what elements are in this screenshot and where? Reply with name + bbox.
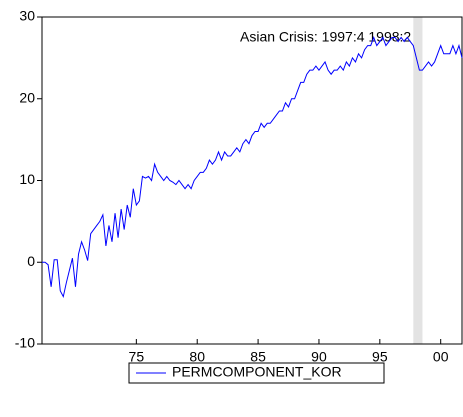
y-tick-label: 10 bbox=[19, 171, 35, 187]
plot-frame bbox=[41, 16, 463, 345]
legend-label: PERMCOMPONENT_KOR bbox=[172, 364, 342, 380]
y-tick-label: 30 bbox=[19, 8, 35, 24]
x-tick-label: 95 bbox=[372, 349, 388, 365]
x-tick-label: 00 bbox=[433, 349, 449, 365]
data-line bbox=[42, 36, 463, 299]
y-tick-label: 0 bbox=[27, 253, 35, 269]
x-tick-label: 80 bbox=[189, 349, 205, 365]
x-tick-label: 90 bbox=[311, 349, 327, 365]
legend-box bbox=[128, 362, 385, 384]
y-tick-label: -10 bbox=[15, 335, 35, 351]
annotation: Asian Crisis: 1997:4 1998:2 bbox=[240, 29, 411, 45]
shaded-period bbox=[413, 17, 423, 344]
x-tick-label: 75 bbox=[129, 349, 145, 365]
x-tick-label: 85 bbox=[250, 349, 266, 365]
y-tick-label: 20 bbox=[19, 89, 35, 105]
